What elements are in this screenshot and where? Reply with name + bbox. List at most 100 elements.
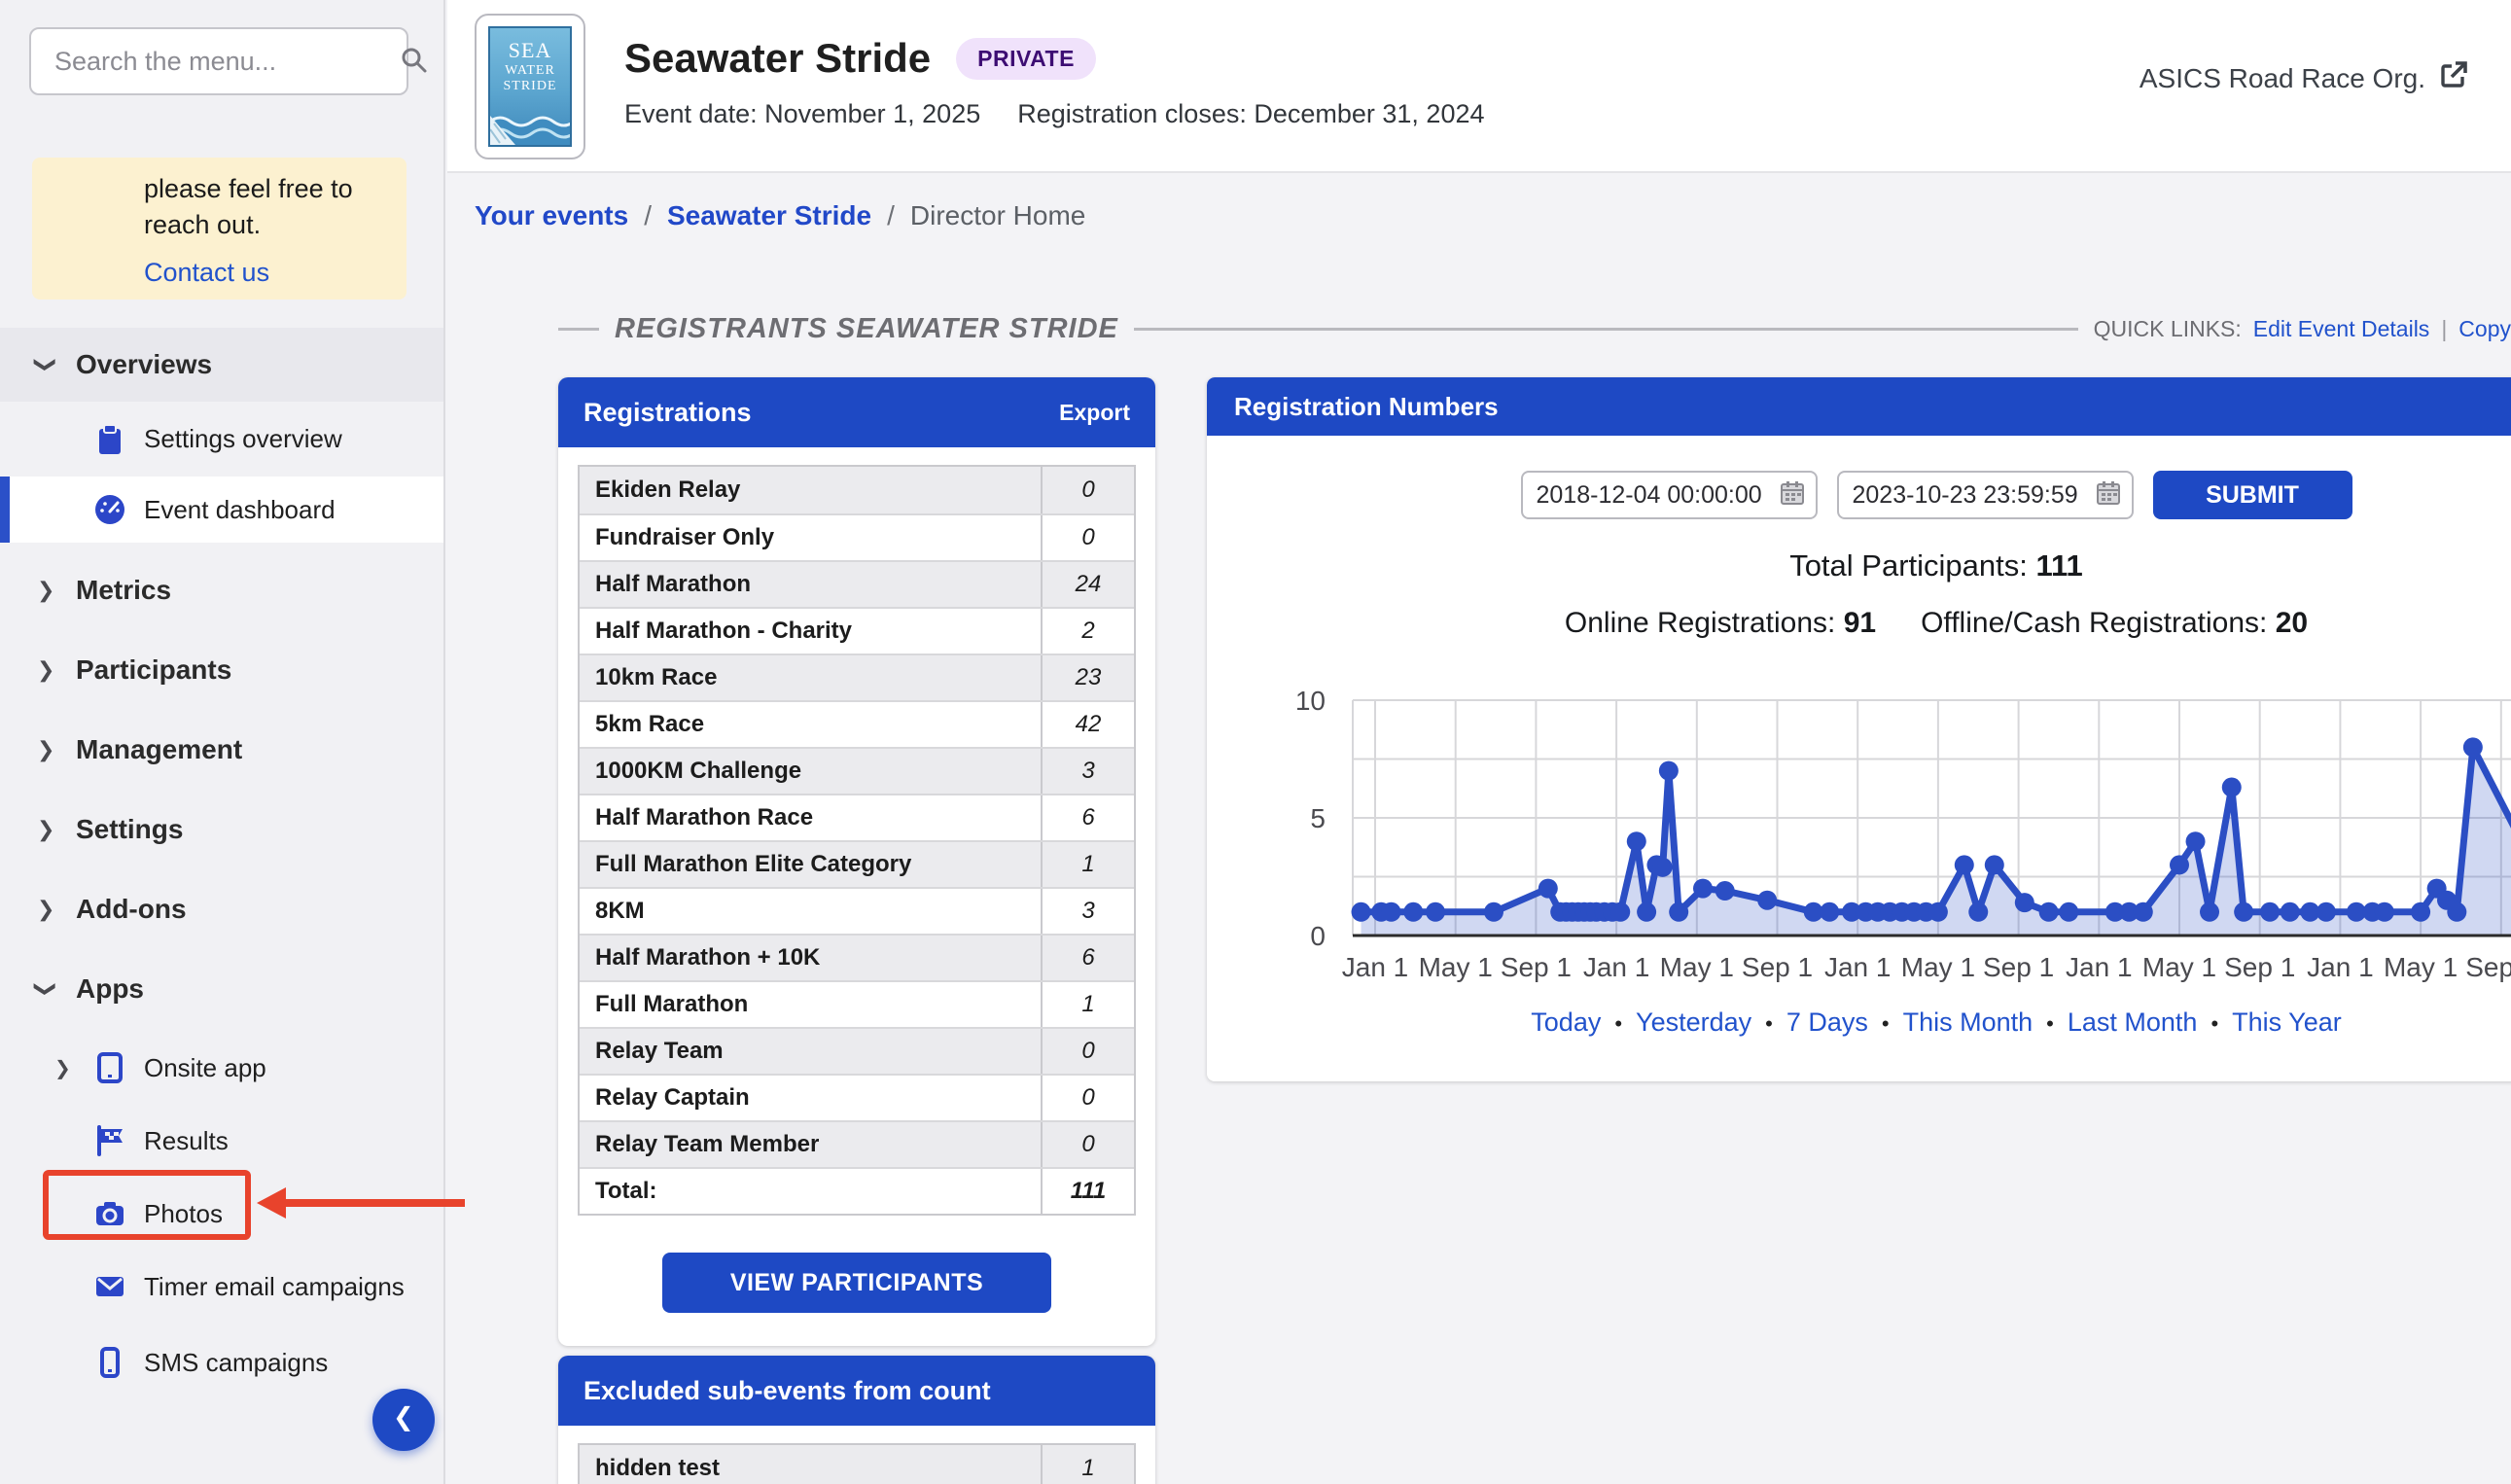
row-label: Total: [595, 1178, 657, 1204]
excluded-subevents-panel: Excluded sub-events from count hidden te… [558, 1356, 1155, 1484]
date-from-input[interactable] [1536, 480, 1773, 510]
table-row: Half Marathon Race 6 [580, 794, 1134, 840]
private-badge: PRIVATE [956, 37, 1096, 80]
svg-text:Jan 1: Jan 1 [2307, 952, 2374, 982]
sidebar-item-settings-overview[interactable]: Settings overview [0, 402, 443, 477]
row-value: 42 [1041, 702, 1134, 747]
breadcrumb-seawater-stride[interactable]: Seawater Stride [666, 200, 872, 230]
chevron-left-icon: ❯ [393, 1405, 414, 1435]
time-range-link-last-month[interactable]: Last Month [2067, 1007, 2198, 1037]
row-value: 0 [1041, 1122, 1134, 1167]
date-from-field [1520, 471, 1818, 519]
svg-text:Jan 1: Jan 1 [1583, 952, 1650, 982]
export-button[interactable]: Export [1059, 399, 1130, 425]
row-value: 111 [1041, 1169, 1134, 1214]
search-icon [399, 45, 428, 79]
time-range-link-today[interactable]: Today [1531, 1007, 1602, 1037]
chevron-down-icon: ❯ [34, 355, 59, 374]
row-value: 0 [1041, 1029, 1134, 1074]
checkered-flag-icon [93, 1124, 126, 1157]
sidebar: please feel free to reach out. Contact u… [0, 0, 445, 1484]
copy-link[interactable]: Copy [2458, 316, 2511, 341]
sidebar-menu: ❯ Overviews Settings overview Event dash… [0, 328, 443, 1390]
date-to-input[interactable] [1852, 480, 2089, 510]
annotation-arrow-head [257, 1187, 286, 1219]
row-label: 8KM [595, 898, 645, 924]
sidebar-item-onsite-app[interactable]: ❯ Onsite app [0, 1035, 443, 1101]
sidebar-item-results[interactable]: Results [0, 1113, 443, 1168]
section-divider: REGISTRANTS SEAWATER STRIDE QUICK LINKS:… [558, 313, 2511, 345]
tablet-icon [93, 1051, 126, 1084]
sidebar-section-settings[interactable]: ❯ Settings [0, 796, 443, 863]
edit-event-details-link[interactable]: Edit Event Details [2252, 316, 2430, 341]
row-value: 6 [1041, 795, 1134, 840]
sidebar-section-overviews[interactable]: ❯ Overviews [0, 328, 443, 402]
sidebar-section-add-ons[interactable]: ❯ Add-ons [0, 876, 443, 942]
calendar-icon[interactable] [2095, 479, 2122, 512]
org-link[interactable]: ASICS Road Race Org. [2140, 60, 2468, 96]
time-range-link-yesterday[interactable]: Yesterday [1636, 1007, 1752, 1037]
logo-text: WATER [505, 62, 555, 78]
sidebar-item-timer-email-campaigns[interactable]: Timer email campaigns [0, 1259, 443, 1314]
contact-us-link[interactable]: Contact us [144, 258, 270, 287]
sidebar-section-label: Add-ons [76, 894, 187, 924]
search-input[interactable] [54, 46, 399, 77]
time-range-link-7-days[interactable]: 7 Days [1786, 1007, 1868, 1037]
sidebar-item-event-dashboard[interactable]: Event dashboard [0, 477, 443, 543]
sidebar-section-metrics[interactable]: ❯ Metrics [0, 557, 443, 623]
sidebar-item-label: Timer email campaigns [144, 1271, 405, 1301]
svg-text:Sep 1: Sep 1 [1983, 952, 2054, 982]
registrations-panel-title: Registrations [584, 397, 752, 427]
table-row: Relay Captain 0 [580, 1074, 1134, 1120]
sidebar-item-photos[interactable]: Photos [0, 1181, 443, 1247]
time-range-link-this-year[interactable]: This Year [2232, 1007, 2342, 1037]
table-row: 10km Race 23 [580, 654, 1134, 700]
svg-text:5: 5 [1310, 803, 1326, 833]
row-label: hidden test [595, 1455, 721, 1481]
row-label: 10km Race [595, 664, 718, 690]
external-link-icon [2439, 60, 2468, 96]
table-row: Half Marathon 24 [580, 560, 1134, 607]
row-label: Full Marathon [595, 991, 749, 1017]
table-row: Ekiden Relay 0 [580, 467, 1134, 513]
row-value: 3 [1041, 749, 1134, 794]
phone-icon [93, 1346, 126, 1379]
svg-text:Jan 1: Jan 1 [2066, 952, 2133, 982]
offline-registrations-label: Offline/Cash Registrations: [1921, 607, 2268, 639]
row-label: Relay Team Member [595, 1131, 820, 1157]
row-label: Ekiden Relay [595, 477, 741, 503]
row-label: Relay Captain [595, 1084, 750, 1111]
row-value: 0 [1041, 1076, 1134, 1120]
sidebar-section-label: Apps [76, 973, 144, 1004]
sidebar-section-management[interactable]: ❯ Management [0, 717, 443, 783]
row-value: 2 [1041, 609, 1134, 654]
time-range-link-this-month[interactable]: This Month [1902, 1007, 2034, 1037]
registrations-table: Ekiden Relay 0 Fundraiser Only 0 Half Marath… [578, 465, 1136, 1216]
svg-text:May 1: May 1 [1660, 952, 1734, 982]
clipboard-icon [93, 423, 126, 456]
submit-button[interactable]: SUBMIT [2152, 471, 2352, 519]
sidebar-section-label: Overviews [76, 349, 213, 379]
sidebar-item-sms-campaigns[interactable]: SMS campaigns [0, 1335, 443, 1390]
row-value: 24 [1041, 562, 1134, 607]
bullet-separator: • [1881, 1011, 1890, 1036]
calendar-icon[interactable] [1779, 479, 1806, 512]
sidebar-section-apps[interactable]: ❯ Apps [0, 956, 443, 1022]
sidebar-section-label: Settings [76, 814, 184, 844]
date-filter-row: SUBMIT [1207, 471, 2511, 519]
sidebar-section-participants[interactable]: ❯ Participants [0, 637, 443, 703]
view-participants-button[interactable]: VIEW PARTICIPANTS [662, 1253, 1051, 1313]
total-participants-value: 111 [2035, 548, 2083, 583]
total-participants-line: Total Participants: 111 [1207, 548, 2511, 583]
breadcrumb-your-events[interactable]: Your events [475, 200, 629, 230]
row-label: Relay Team [595, 1038, 724, 1064]
registration-closes: Registration closes: December 31, 2024 [1017, 99, 1485, 128]
sidebar-collapse-button[interactable]: ❯ [372, 1389, 435, 1451]
sidebar-section-label: Management [76, 734, 243, 764]
svg-text:Jan 1: Jan 1 [1342, 952, 1409, 982]
table-row: hidden test 1 [580, 1445, 1134, 1484]
row-value: 0 [1041, 467, 1134, 513]
chevron-right-icon: ❯ [37, 578, 55, 602]
bullet-separator: • [1614, 1011, 1623, 1036]
